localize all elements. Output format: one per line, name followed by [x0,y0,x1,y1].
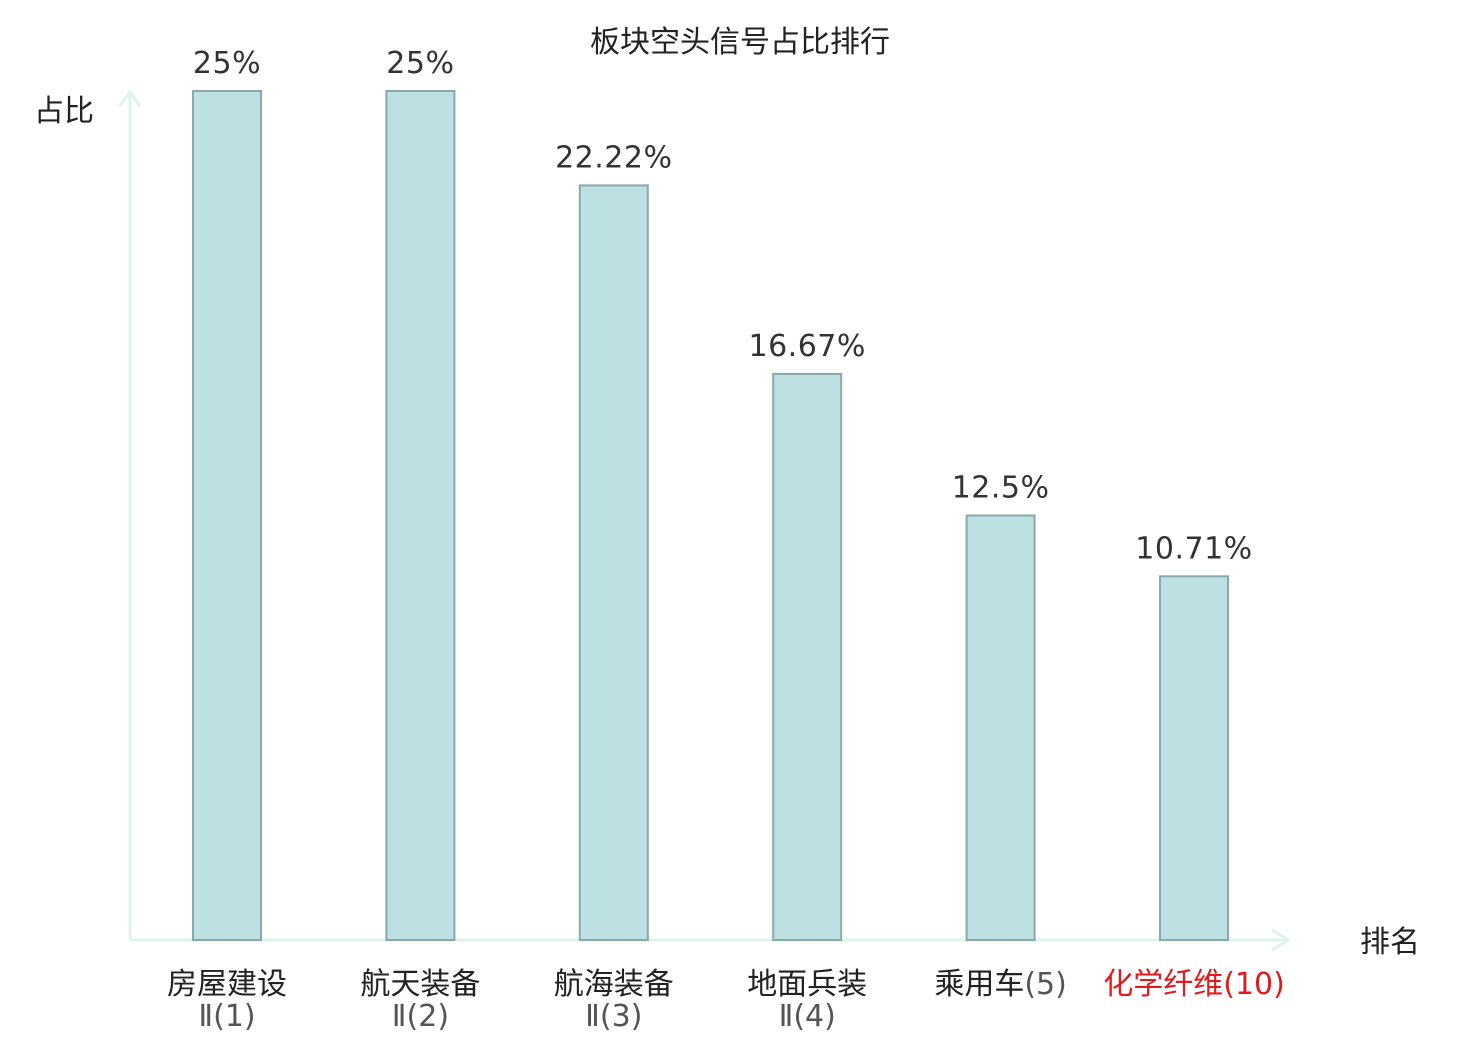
value-label-4: 16.67% [749,329,866,364]
bar-5 [965,514,1036,941]
category-label-2: 航天装备 [360,967,480,1002]
category-rank-5: (5) [1024,967,1067,1002]
category-name-5: 乘用车 [934,967,1024,1002]
category-label-5: 乘用车(5) [934,967,1067,1002]
category-label-3: 航海装备 [554,967,674,1002]
category-rank-3: Ⅱ(3) [585,999,642,1034]
value-label-1: 25% [193,46,261,81]
axes [118,89,1291,952]
category-rank-4: Ⅱ(4) [779,999,836,1034]
value-label-3: 22.22% [555,140,672,175]
bar-6 [1159,575,1229,941]
category-rank-6: (10) [1223,967,1285,1002]
category-label-4: 地面兵装 [747,967,867,1002]
bar-2 [385,90,456,941]
value-label-6: 10.71% [1135,531,1252,566]
x-axis-label: 排名 [1360,925,1420,960]
category-name-6: 化学纤维 [1103,967,1223,1002]
bar-4 [772,372,843,941]
y-axis-arrow [118,89,142,107]
value-label-5: 12.5% [952,471,1050,506]
category-label-1: 房屋建设 [167,967,287,1002]
bar-1 [192,90,262,941]
category-label-6: 化学纤维(10) [1103,967,1285,1002]
y-axis-label: 占比 [34,94,94,129]
bar-3 [578,184,649,941]
category-rank-2: Ⅱ(2) [392,999,449,1034]
category-rank-1: Ⅱ(1) [198,999,255,1034]
value-label-2: 25% [386,46,454,81]
chart-title: 板块空头信号占比排行 [590,25,890,60]
x-axis-arrow [1271,928,1291,952]
